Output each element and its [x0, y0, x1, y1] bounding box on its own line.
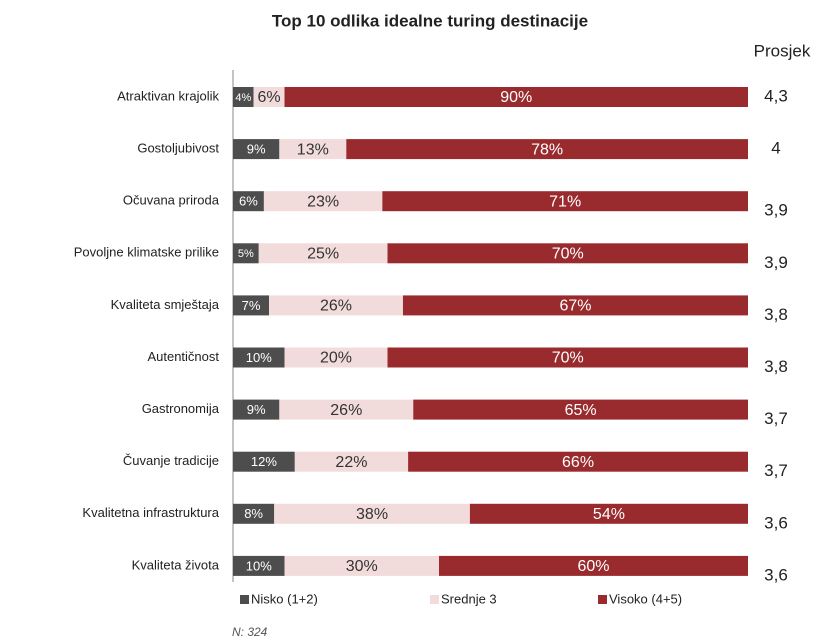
y-tick-label: Čuvanje tradicije [123, 453, 219, 468]
data-label: 20% [320, 350, 352, 367]
bar-segment [263, 191, 383, 212]
bar-segment [233, 555, 285, 576]
bar-segment [408, 451, 748, 472]
y-tick-label: Kvalitetna infrastruktura [82, 505, 219, 520]
data-label: 70% [552, 350, 584, 367]
data-label: 13% [297, 141, 329, 158]
data-label: 10% [246, 558, 272, 573]
bar-segment [274, 503, 470, 524]
y-tick-label: Kvaliteta života [132, 557, 220, 572]
data-label: 5% [238, 248, 254, 260]
bar-segment [233, 503, 275, 524]
data-label: 4% [235, 92, 251, 104]
average-value: 4 [771, 139, 780, 158]
data-label: 71% [549, 193, 581, 210]
y-tick-label: Gostoljubivost [137, 141, 219, 156]
bar-segment [469, 503, 748, 524]
data-label: 66% [562, 454, 594, 471]
data-label: 26% [330, 402, 362, 419]
bar-segment [279, 399, 414, 420]
data-label: 10% [246, 350, 272, 365]
average-value: 3,8 [764, 305, 788, 324]
data-label: 60% [577, 558, 609, 575]
legend-label: Nisko (1+2) [251, 591, 318, 606]
data-label: 22% [335, 454, 367, 471]
averages-title: Prosjek [754, 41, 811, 60]
data-label: 65% [565, 402, 597, 419]
average-value: 3,9 [764, 201, 788, 220]
bar-segment [233, 399, 280, 420]
legend-label: Srednje 3 [441, 591, 497, 606]
y-tick-label: Povoljne klimatske prilike [74, 245, 219, 260]
legend-swatch [240, 595, 249, 604]
legend-swatch [430, 595, 439, 604]
average-value: 3,7 [764, 409, 788, 428]
bar-segment [284, 347, 388, 368]
data-label: 54% [593, 506, 625, 523]
bar-segment [233, 347, 285, 368]
y-tick-label: Očuvana priroda [123, 193, 220, 208]
legend-label: Visoko (4+5) [609, 591, 682, 606]
bar-segment [387, 243, 748, 264]
data-label: 70% [552, 246, 584, 263]
bar-segment [269, 295, 403, 316]
data-label: 67% [559, 298, 591, 315]
data-label: 78% [531, 141, 563, 158]
bar-segment [387, 347, 748, 368]
bar-segment [253, 87, 285, 107]
data-label: 6% [239, 194, 258, 209]
data-label: 12% [251, 454, 277, 469]
data-label: 8% [244, 506, 263, 521]
bar-segment [284, 555, 439, 576]
bar-segment [439, 555, 748, 576]
bar-segment [413, 399, 748, 420]
data-label: 9% [247, 142, 266, 157]
data-label: 26% [320, 298, 352, 315]
bar-segment [279, 139, 347, 160]
bar-segment [284, 87, 748, 107]
note: N: 324 [232, 625, 268, 639]
data-label: 25% [307, 246, 339, 263]
y-tick-label: Atraktivan krajolik [117, 88, 219, 103]
data-label: 9% [247, 402, 266, 417]
average-value: 3,6 [764, 513, 788, 532]
y-tick-label: Autentičnost [147, 349, 219, 364]
bar-segment [233, 243, 259, 264]
bar-segment [233, 139, 280, 160]
average-value: 3,7 [764, 461, 788, 480]
data-label: 38% [356, 506, 388, 523]
bar-segment [294, 451, 409, 472]
bar-segment [402, 295, 748, 316]
data-label: 6% [257, 89, 280, 106]
bar-segment [346, 139, 748, 160]
bar-segment [233, 451, 295, 472]
bar-segment [233, 295, 270, 316]
average-value: 3,9 [764, 253, 788, 272]
bar-segment [382, 191, 748, 212]
bar-segment [258, 243, 388, 264]
average-value: 4,3 [764, 86, 788, 105]
data-label: 90% [500, 89, 532, 106]
y-tick-label: Kvaliteta smještaja [111, 297, 220, 312]
data-label: 7% [242, 298, 261, 313]
bar-segment [233, 87, 254, 107]
data-label: 30% [346, 558, 378, 575]
average-value: 3,8 [764, 357, 788, 376]
average-value: 3,6 [764, 565, 788, 584]
chart-title: Top 10 odlika idealne turing destinacije [272, 11, 588, 30]
bar-segment [233, 191, 264, 212]
data-label: 23% [307, 193, 339, 210]
y-tick-label: Gastronomija [142, 401, 220, 416]
legend-swatch [598, 595, 607, 604]
